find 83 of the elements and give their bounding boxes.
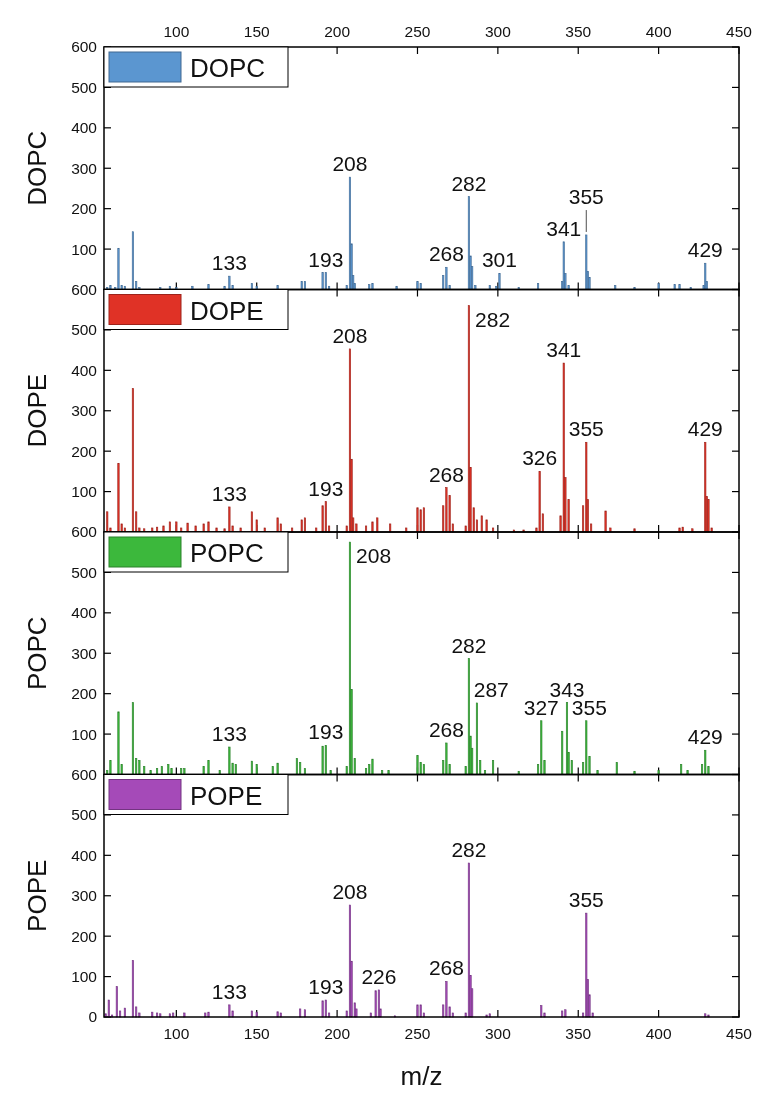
annotation: 282 [451, 633, 487, 657]
y-tick-label: 300 [71, 644, 98, 662]
legend-label: DOPE [190, 295, 264, 326]
y-axis-title: POPE [22, 859, 52, 932]
annotation: 268 [428, 462, 464, 486]
y-axis-title: DOPC [22, 130, 52, 206]
y-tick-label: 600 [71, 523, 98, 541]
y-tick-label: 100 [71, 725, 98, 743]
y-tick-label: 400 [71, 604, 98, 622]
annotation: 429 [687, 238, 723, 262]
x-tick-label: 100 [163, 1025, 190, 1042]
x2-tick-label: 450 [726, 23, 753, 40]
annotation: 193 [308, 247, 344, 271]
y-tick-label: 300 [71, 402, 98, 420]
annotation: 326 [522, 446, 558, 470]
y-tick-label: 100 [71, 483, 98, 501]
x2-tick-label: 150 [243, 23, 271, 40]
annotation: 343 [549, 677, 585, 701]
legend-label: POPC [190, 538, 264, 568]
x2-tick-label: 250 [404, 23, 431, 40]
x2-tick-label: 400 [645, 23, 672, 40]
annotation: 287 [473, 677, 509, 701]
annotation: 208 [332, 880, 368, 904]
annotation: 268 [428, 956, 464, 980]
y-tick-label: 500 [71, 78, 98, 96]
annotation: 268 [428, 717, 464, 741]
annotation: 133 [211, 251, 247, 275]
annotation: 282 [475, 307, 511, 331]
x-tick-label: 150 [243, 1025, 271, 1042]
y-axis-title: DOPE [22, 373, 52, 448]
annotation: 341 [546, 338, 582, 362]
x2-tick-label: 100 [163, 23, 190, 40]
x-tick-label: 200 [324, 1025, 351, 1042]
annotation: 355 [568, 185, 604, 209]
x-tick-label: 350 [565, 1025, 592, 1042]
annotation: 429 [687, 417, 723, 441]
annotation: 268 [428, 242, 464, 266]
annotation: 355 [568, 888, 604, 912]
x-tick-label: 400 [645, 1025, 672, 1042]
legend-label: POPE [190, 780, 263, 811]
annotation: 429 [687, 725, 723, 749]
y-tick-label: 200 [71, 442, 98, 460]
x2-tick-label: 200 [324, 23, 351, 40]
y-tick-label: 400 [71, 119, 98, 137]
y-tick-label: 200 [71, 927, 98, 945]
annotation: 355 [568, 417, 604, 441]
legend-label: DOPC [190, 53, 266, 83]
y-tick-label: 400 [71, 361, 98, 379]
y-axis-title: POPC [22, 616, 52, 691]
annotation: 133 [211, 481, 247, 505]
annotation: 133 [211, 979, 247, 1003]
annotation: 282 [451, 171, 487, 195]
y-tick-label: 600 [71, 280, 98, 298]
annotation: 193 [308, 720, 344, 744]
x-tick-label: 450 [726, 1025, 753, 1042]
x2-tick-label: 300 [484, 23, 512, 40]
x2-tick-label: 350 [565, 23, 592, 40]
x-tick-label: 250 [404, 1025, 431, 1042]
y-tick-label: 200 [71, 685, 98, 703]
y-tick-label: 600 [71, 38, 98, 56]
y-tick-label: 600 [71, 765, 98, 783]
annotation: 208 [356, 544, 392, 568]
annotation: 226 [361, 964, 397, 988]
y-tick-label: 400 [71, 846, 98, 864]
annotation: 341 [546, 216, 582, 240]
annotation: 193 [308, 975, 344, 999]
annotation: 208 [332, 323, 368, 347]
y-tick-label: 500 [71, 806, 98, 824]
x-axis-title: m/z [400, 1061, 443, 1091]
y-tick-label: 100 [71, 968, 98, 986]
x-tick-label: 300 [484, 1025, 512, 1042]
y-tick-label: 100 [71, 240, 98, 258]
y-tick-label: 500 [71, 563, 98, 581]
y-tick-label: 200 [71, 200, 98, 218]
annotation: 301 [481, 248, 517, 272]
annotation: 208 [332, 152, 368, 176]
y-tick-label: 500 [71, 321, 98, 339]
y-tick-label: 0 [88, 1008, 98, 1026]
annotation: 133 [211, 722, 247, 746]
annotation: 282 [451, 838, 487, 862]
y-tick-label: 300 [71, 159, 98, 177]
y-tick-label: 300 [71, 887, 98, 905]
annotation: 193 [308, 476, 344, 500]
